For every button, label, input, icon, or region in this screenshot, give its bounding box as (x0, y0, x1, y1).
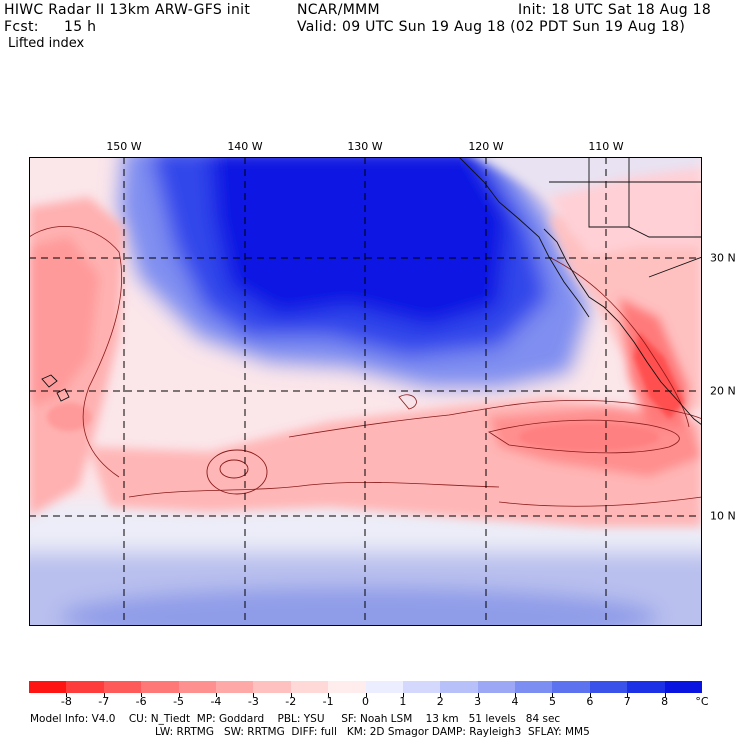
colorbar-swatch (253, 681, 291, 693)
colorbar-tick-mark (328, 693, 330, 697)
colorbar-tick-label: -6 (135, 695, 147, 708)
model-title: HIWC Radar II 13km ARW-GFS init (4, 2, 251, 18)
colorbar-swatch (664, 681, 703, 693)
physics-info-line: LW: RRTMG SW: RRTMG DIFF: full KM: 2D Sm… (155, 726, 590, 738)
lifted-index-map (29, 157, 702, 626)
colorbar-swatch (141, 681, 179, 693)
colorbar-swatch (215, 681, 254, 693)
map-frame (29, 157, 702, 626)
lon-label-110w: 110 W (588, 140, 624, 153)
colorbar-tick-label: -8 (60, 695, 72, 708)
colorbar-tick-label: -1 (322, 695, 334, 708)
lat-label-20n: 20 N (710, 384, 736, 398)
colorbar-swatch (589, 681, 628, 693)
forecast-label: Fcst: (4, 19, 39, 35)
field-name: Lifted index (8, 36, 85, 51)
colorbar-tick-mark (178, 693, 180, 697)
forecast-hour: 15 h (64, 19, 97, 35)
colorbar-tick-label: 7 (623, 695, 631, 708)
colorbar-swatch (365, 681, 403, 693)
colorbar-tick-mark (627, 693, 629, 697)
colorbar-tick-mark (141, 693, 143, 697)
colorbar-tick-label: 2 (436, 695, 444, 708)
colorbar-tick-mark (290, 693, 292, 697)
colorbar-swatch (29, 681, 67, 693)
colorbar-tick-mark (664, 693, 666, 697)
colorbar-swatch (178, 681, 216, 693)
colorbar-tick-mark (103, 693, 105, 697)
organization-label: NCAR/MMM (297, 2, 380, 18)
colorbar-tick-mark (402, 693, 404, 697)
lon-label-120w: 120 W (468, 140, 504, 153)
colorbar-tick-label: 8 (661, 695, 669, 708)
colorbar-unit: °C (695, 695, 709, 708)
colorbar-tick-label: 3 (474, 695, 482, 708)
colorbar-tick-label: 1 (399, 695, 407, 708)
colorbar-tick-label: -5 (173, 695, 185, 708)
colorbar-tick-mark (253, 693, 255, 697)
lon-label-130w: 130 W (347, 140, 383, 153)
colorbar-swatch (552, 681, 590, 693)
colorbar-tick-mark (66, 693, 68, 697)
colorbar-tick-mark (589, 693, 591, 697)
colorbar-tick-mark (440, 693, 442, 697)
colorbar-tick-mark (477, 693, 479, 697)
colorbar-swatch (515, 681, 553, 693)
colorbar-tick-mark (515, 693, 517, 697)
colorbar-tick-label: -7 (98, 695, 110, 708)
colorbar (29, 681, 703, 693)
colorbar-swatch (627, 681, 665, 693)
stable-region (119, 157, 589, 387)
li-contours (29, 225, 702, 507)
init-time: Init: 18 UTC Sat 18 Aug 18 (518, 2, 712, 18)
colorbar-tick-label: 6 (586, 695, 594, 708)
colorbar-swatch (402, 681, 441, 693)
colorbar-tick-label: -3 (247, 695, 259, 708)
colorbar-swatch (103, 681, 142, 693)
colorbar-tick-mark (365, 693, 367, 697)
colorbar-swatch (290, 681, 329, 693)
lat-label-30n: 30 N (710, 251, 736, 265)
model-info-line: Model Info: V4.0 CU: N_Tiedt MP: Goddard… (30, 713, 561, 725)
graticule (29, 157, 702, 626)
valid-time: Valid: 09 UTC Sun 19 Aug 18 (02 PDT Sun … (297, 19, 686, 35)
colorbar-tick-label: -2 (285, 695, 297, 708)
colorbar-tick-mark (215, 693, 217, 697)
colorbar-swatch (328, 681, 366, 693)
colorbar-swatch (440, 681, 478, 693)
colorbar-tick-label: 5 (548, 695, 556, 708)
colorbar-swatch (66, 681, 104, 693)
colorbar-swatch (477, 681, 516, 693)
coastlines (41, 157, 702, 426)
colorbar-tick-label: -4 (210, 695, 222, 708)
lon-label-140w: 140 W (227, 140, 263, 153)
colorbar-tick-mark (552, 693, 554, 697)
colorbar-tick-label: 0 (362, 695, 369, 708)
colorbar-tick-label: 4 (511, 695, 519, 708)
storm-contour (206, 449, 268, 495)
lon-label-150w: 150 W (106, 140, 142, 153)
lat-label-10n: 10 N (710, 509, 736, 523)
